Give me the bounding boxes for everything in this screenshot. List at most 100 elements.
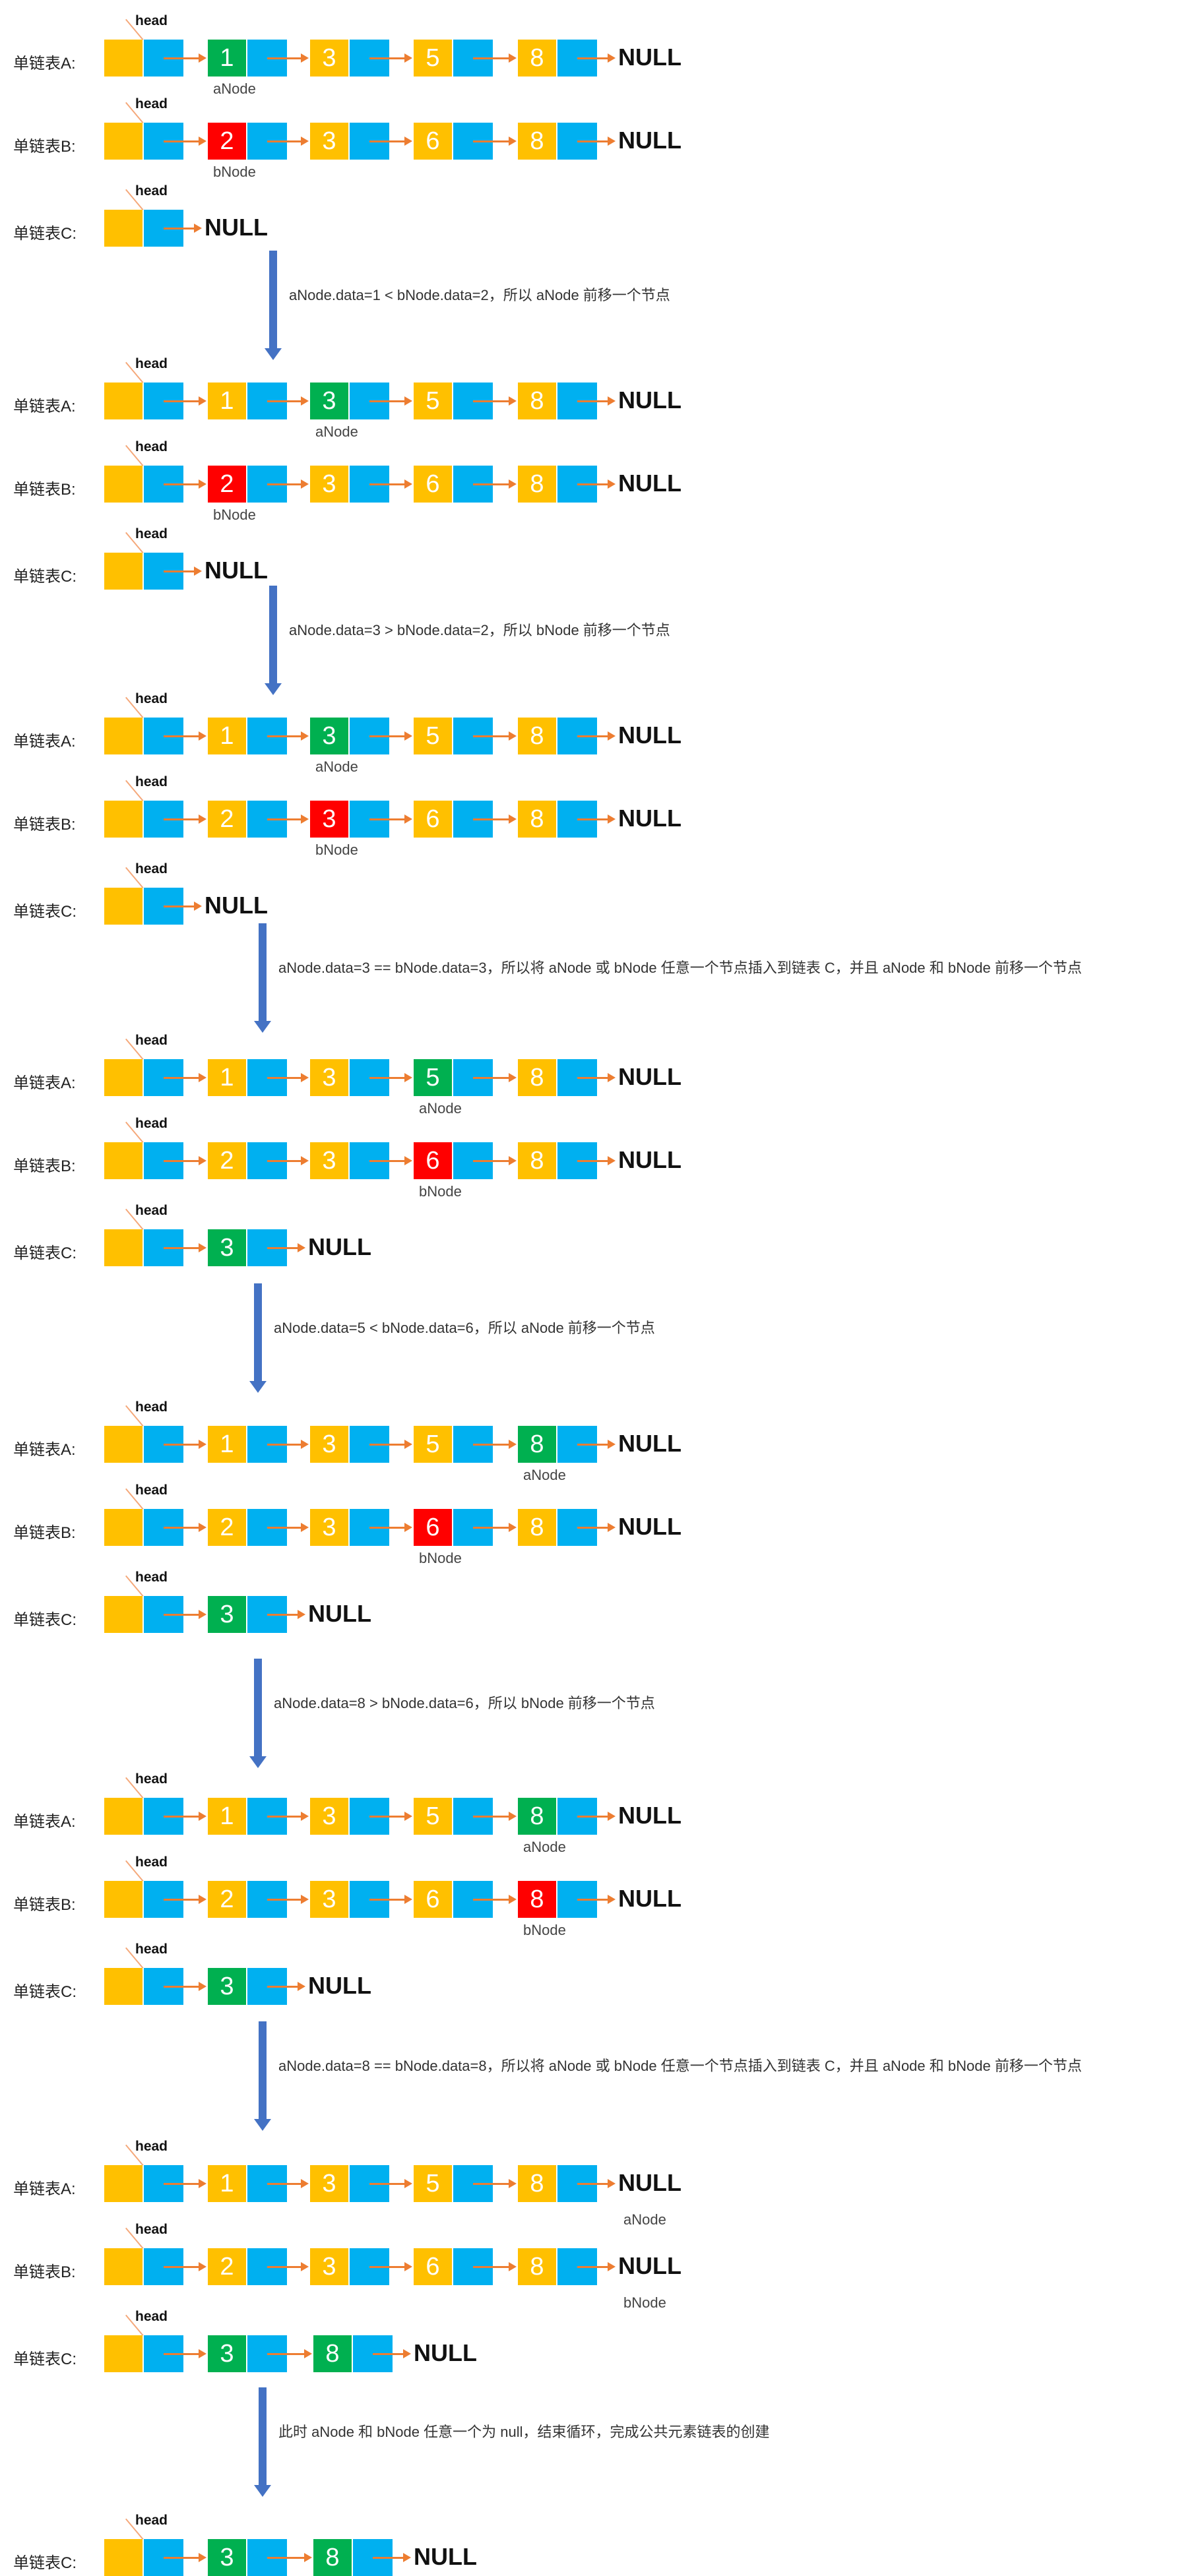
null-arrow [577,2262,616,2271]
pointer-label-bnode: bNode [419,1550,462,1566]
head-label: head [135,1771,168,1787]
list-node: 8 [518,2165,597,2202]
node-value: 3 [310,2165,350,2202]
list-node: 8 [313,2335,393,2372]
link-arrow [369,2179,412,2188]
head-data-cell [104,1968,144,2005]
pointer-label-anode: aNode [523,1467,566,1483]
step-description: aNode.data=3 > bNode.data=2，所以 bNode 前移一… [289,622,670,638]
head-label: head [135,183,168,199]
pointer-label-anode: aNode [315,758,358,775]
list-label-c: 单链表C: [13,225,77,243]
node-value: 8 [518,1059,557,1096]
list-node: 1 [208,718,287,754]
link-arrow [164,1440,206,1449]
head-data-cell [104,801,144,838]
link-arrow [164,1982,206,1991]
head-label: head [135,1855,168,1870]
node-value: 6 [414,123,453,160]
node-value: 6 [414,1509,453,1546]
node-value: 3 [310,801,350,838]
node-value: 1 [208,2165,247,2202]
link-arrow [164,1895,206,1904]
node-value: 8 [518,40,557,77]
head-node [104,123,183,160]
link-arrow [267,814,309,824]
link-arrow [164,1073,206,1082]
list-node: 8 [518,718,597,754]
head-label: head [135,2222,168,2237]
list-label-c: 单链表C: [13,1244,77,1262]
link-arrow [267,396,309,406]
head-node [104,2165,183,2202]
list-label-b: 单链表B: [13,816,76,834]
link-arrow [473,1523,517,1532]
link-arrow [473,1440,517,1449]
link-arrow [267,1523,309,1532]
null-label: NULL [618,721,681,749]
link-arrow [267,137,309,146]
node-value: 1 [208,1798,247,1835]
head-data-cell [104,123,144,160]
node-value: 8 [518,801,557,838]
node-value: 2 [208,1881,247,1918]
null-arrow [577,396,616,406]
step-description: aNode.data=8 > bNode.data=6，所以 bNode 前移一… [274,1695,655,1711]
pointer-label-bnode: bNode [623,2294,666,2311]
node-value: 3 [310,40,350,77]
head-data-cell [104,2539,144,2576]
link-arrow [164,1156,206,1165]
pointer-label-bnode: bNode [213,164,256,180]
null-arrow [577,1440,616,1449]
head-data-cell [104,1596,144,1633]
step-arrow [249,1283,267,1393]
list-label-c: 单链表C: [13,1611,77,1629]
head-data-cell [104,210,144,247]
link-arrow [369,137,412,146]
step-arrow [265,586,282,695]
null-arrow [577,1073,616,1082]
head-data-cell [104,2248,144,2285]
link-arrow [267,1440,309,1449]
step-arrow [249,1659,267,1768]
node-value: 3 [310,466,350,503]
node-value: 8 [518,718,557,754]
node-value: 3 [310,1426,350,1463]
list-label-a: 单链表A: [13,55,76,73]
link-arrow [164,814,206,824]
node-value: 2 [208,123,247,160]
head-data-cell [104,1059,144,1096]
step-description: 此时 aNode 和 bNode 任意一个为 null，结束循环，完成公共元素链… [278,2424,770,2440]
node-value: 8 [518,383,557,419]
null-arrow [267,1243,305,1252]
link-arrow [164,2179,206,2188]
link-arrow [473,731,517,741]
null-label: NULL [618,44,681,71]
list-node: 5 [414,2165,493,2202]
head-node [104,888,183,925]
null-arrow [577,1156,616,1165]
node-value: 8 [518,466,557,503]
link-arrow [164,731,206,741]
link-arrow [267,2553,312,2562]
step-arrow [265,251,282,360]
node-value: 3 [310,123,350,160]
null-label: NULL [414,2339,477,2366]
null-arrow [164,224,202,233]
head-data-cell [104,2165,144,2202]
node-value: 3 [310,1059,350,1096]
list-node: 8 [518,1798,597,1835]
head-data-cell [104,1426,144,1463]
null-label: NULL [618,2252,681,2279]
list-node: 1 [208,383,287,419]
node-value: 8 [518,1142,557,1179]
link-arrow [369,731,412,741]
node-value: 8 [518,1881,557,1918]
null-arrow [373,2349,411,2358]
head-data-cell [104,466,144,503]
pointer-label-bnode: bNode [523,1922,566,1938]
head-data-cell [104,1229,144,1266]
null-label: NULL [618,1063,681,1090]
list-node: 3 [310,1881,389,1918]
